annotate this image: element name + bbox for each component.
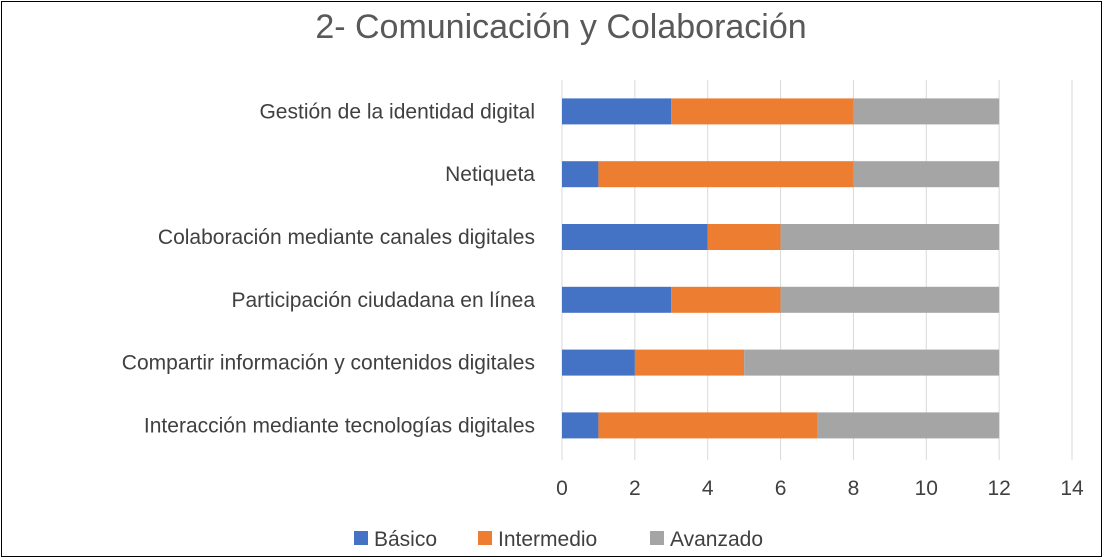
legend: Básico Intermedio Avanzado — [354, 528, 763, 551]
bar-segment — [562, 349, 635, 376]
bars — [562, 98, 1000, 439]
bar-segment — [562, 98, 672, 125]
legend-label: Intermedio — [498, 528, 597, 551]
bar-segment — [780, 286, 1000, 313]
category-labels: Gestión de la identidad digital Netiqueta… — [122, 100, 536, 437]
category-label: Colaboración mediante canales digitales — [158, 226, 535, 249]
bar-segment — [817, 412, 1000, 439]
category-label: Compartir información y contenidos digit… — [122, 352, 535, 375]
x-tick-label: 2 — [629, 477, 641, 500]
x-tick-label: 8 — [848, 477, 860, 500]
bar-segment — [562, 224, 708, 250]
category-label: Interacción mediante tecnologías digital… — [144, 414, 535, 437]
bar-segment — [671, 98, 854, 125]
legend-swatch — [478, 531, 492, 545]
category-label: Netiqueta — [445, 163, 535, 186]
bar-segment — [671, 286, 781, 313]
bar-segment — [562, 412, 599, 439]
bar-segment — [598, 161, 854, 188]
gridlines — [561, 80, 1073, 460]
x-tick-labels: 0 2 4 6 8 10 12 14 — [556, 477, 1084, 500]
bar-segment — [780, 224, 1000, 250]
x-tick-label: 0 — [556, 477, 568, 500]
bar-segment — [562, 286, 672, 313]
x-tick-label: 6 — [775, 477, 787, 500]
legend-label: Básico — [374, 528, 437, 551]
chart-title: 2- Comunicación y Colaboración — [315, 8, 806, 46]
bar-segment — [853, 98, 1000, 125]
legend-swatch — [354, 531, 368, 545]
category-label: Gestión de la identidad digital — [259, 100, 535, 123]
x-tick-label: 12 — [987, 477, 1010, 500]
x-tick-label: 14 — [1060, 477, 1084, 500]
legend-label: Avanzado — [670, 528, 763, 551]
x-tick-label: 4 — [702, 477, 714, 500]
bar-segment — [744, 349, 1000, 376]
x-tick-label: 10 — [915, 477, 938, 500]
bar-segment — [853, 161, 1000, 188]
bar-segment — [598, 412, 817, 439]
bar-segment — [634, 349, 745, 376]
bar-segment — [562, 161, 599, 188]
category-label: Participación ciudadana en línea — [231, 289, 535, 312]
legend-swatch — [650, 531, 664, 545]
bar-segment — [707, 224, 781, 250]
